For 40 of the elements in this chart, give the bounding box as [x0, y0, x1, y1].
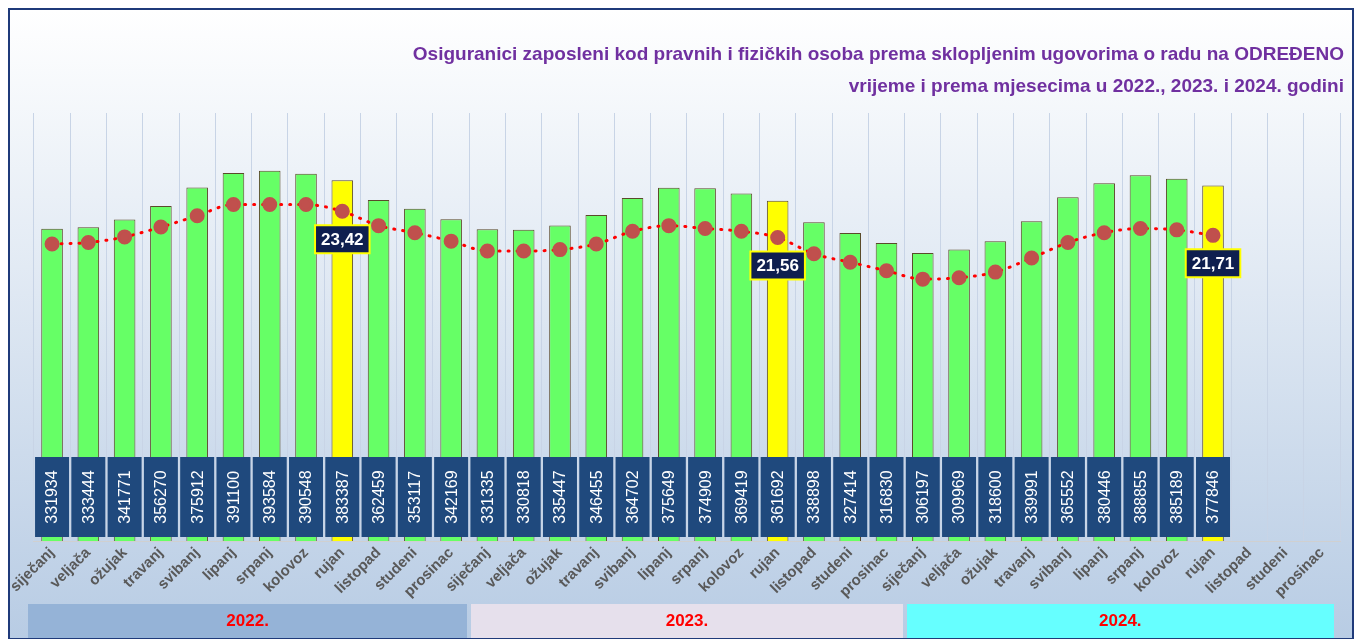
data-label: 390548 — [297, 470, 315, 524]
data-label: 339991 — [1023, 470, 1041, 524]
data-label: 23,42 — [321, 229, 364, 249]
data-label: 377846 — [1204, 470, 1222, 524]
data-label: 356270 — [152, 470, 170, 524]
data-label: 335447 — [551, 470, 569, 524]
data-label: 393584 — [261, 470, 279, 524]
data-label: 391100 — [224, 470, 242, 524]
data-label: 388855 — [1131, 470, 1149, 524]
data-label: 375912 — [188, 470, 206, 524]
text: 2023. — [665, 611, 709, 631]
data-label: 21,71 — [1191, 254, 1235, 274]
data-label: 364702 — [623, 470, 641, 524]
data-label: 306197 — [914, 470, 932, 524]
data-label: 369419 — [732, 470, 750, 524]
data-label: 331934 — [43, 470, 61, 524]
chart-title: Osiguranici zaposleni kod pravnih i fizičkih osoba prema sklopljenim ugovorima o radu na ODREĐENO vrijeme i prema mjesecima u 2022., 2023. i 2024. godini — [411, 42, 1345, 98]
data-label: 375649 — [660, 470, 678, 524]
data-label: 331335 — [478, 470, 496, 524]
data-label: 318600 — [986, 470, 1004, 524]
data-label: 316830 — [877, 470, 895, 524]
data-label: 365552 — [1059, 470, 1077, 524]
data-label: 21,56 — [756, 256, 799, 276]
data-label: 330818 — [515, 470, 533, 524]
data-label: 309969 — [950, 470, 968, 524]
data-label: 342169 — [442, 470, 460, 524]
data-label: 327414 — [841, 470, 859, 524]
data-label: 380446 — [1095, 470, 1113, 524]
data-label: 374909 — [696, 470, 714, 524]
text: 2024. — [1099, 611, 1142, 631]
data-label: 333444 — [79, 470, 97, 524]
data-label: 341771 — [116, 470, 134, 524]
data-label: 353117 — [406, 470, 424, 524]
data-label: 361692 — [769, 470, 787, 524]
data-label: 346455 — [587, 470, 605, 524]
data-label: 385189 — [1168, 470, 1186, 524]
text: 2022. — [226, 611, 269, 631]
data-label: 338898 — [805, 470, 823, 524]
data-label: 362459 — [369, 470, 387, 524]
data-label: 383387 — [333, 470, 351, 524]
